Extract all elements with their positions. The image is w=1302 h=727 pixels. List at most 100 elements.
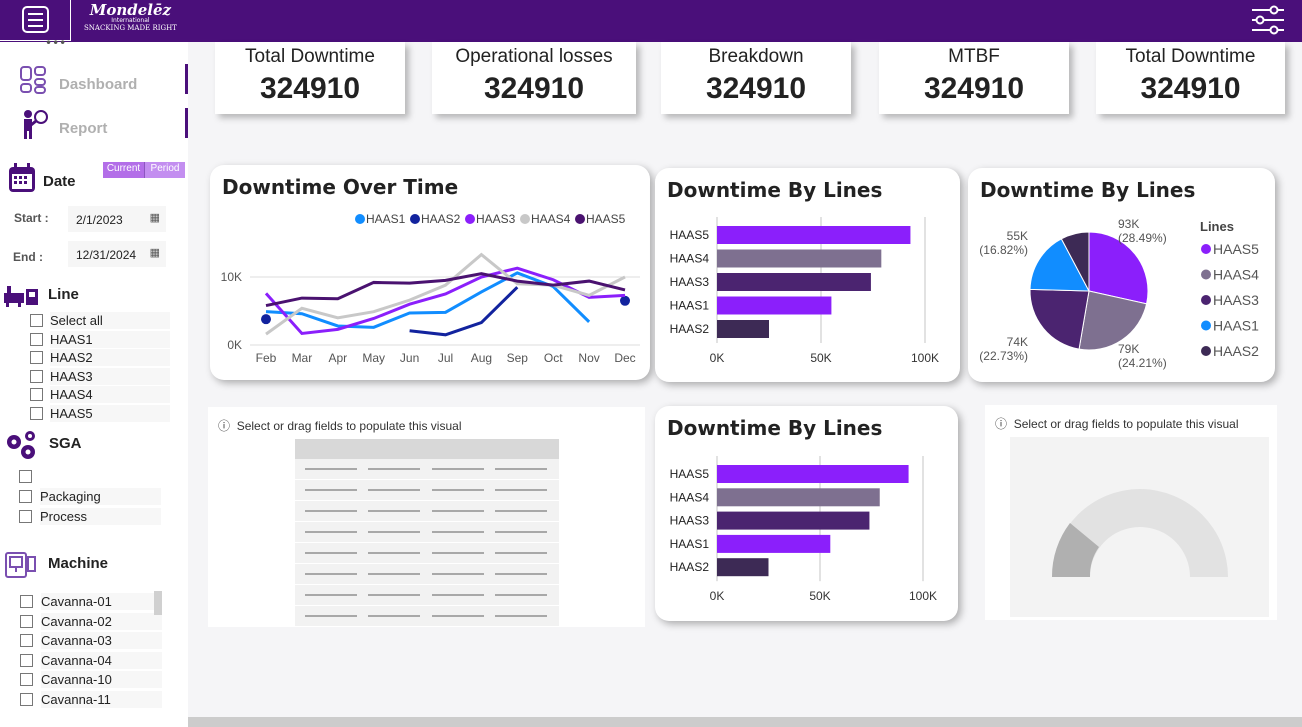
- checkbox[interactable]: [30, 388, 43, 401]
- checkbox[interactable]: [20, 673, 33, 686]
- pie-slice-HAAS5: [1088, 231, 1149, 305]
- checkbox[interactable]: [19, 490, 32, 503]
- x-tick-label: 50K: [810, 351, 831, 365]
- checkbox[interactable]: [19, 470, 32, 483]
- filter-option[interactable]: Cavanna-02: [20, 612, 162, 631]
- toggle-current[interactable]: Current: [103, 162, 145, 178]
- filter-option[interactable]: HAAS4: [30, 386, 170, 404]
- checkbox[interactable]: [20, 692, 33, 706]
- filter-option[interactable]: HAAS2: [30, 349, 170, 367]
- mondelez-logo: Mondelēz International SNACKING MADE RIGHT: [84, 1, 177, 33]
- series-line-HAAS2: [409, 286, 519, 337]
- line-filter-title: Line: [48, 286, 79, 303]
- sliders-icon[interactable]: [1250, 4, 1286, 36]
- option-label: Cavanna-01: [41, 593, 162, 610]
- legend-label: HAAS3: [476, 212, 516, 226]
- checkbox[interactable]: [20, 614, 33, 628]
- kpi-title: Operational losses: [455, 46, 613, 67]
- gauge-placeholder[interactable]: ⓘ Select or drag fields to populate this…: [985, 405, 1277, 620]
- checkbox[interactable]: [30, 406, 43, 420]
- filter-option[interactable]: Cavanna-11: [20, 690, 162, 709]
- gauge-skeleton: [1010, 437, 1269, 617]
- horizontal-scrollbar[interactable]: [188, 717, 1302, 727]
- category-label: HAAS2: [670, 322, 710, 336]
- checkbox[interactable]: [19, 510, 32, 523]
- checkbox[interactable]: [20, 653, 33, 667]
- filter-option[interactable]: HAAS3: [30, 367, 170, 386]
- nav-report[interactable]: Report: [20, 108, 188, 152]
- x-tick-label: 100K: [911, 351, 939, 365]
- top-bar: Mondelēz International SNACKING MADE RIGHT: [0, 0, 1302, 42]
- date-title: Date: [43, 173, 76, 190]
- x-tick-label: 0K: [710, 351, 725, 365]
- info-icon: ⓘ: [218, 419, 231, 433]
- chart-title: Downtime By Lines: [667, 178, 883, 202]
- slice-value-label: 93K: [1118, 217, 1139, 231]
- bar-HAAS5: [717, 226, 911, 244]
- x-tick-label: Nov: [578, 351, 599, 365]
- category-label: HAAS4: [670, 490, 710, 504]
- start-date-input[interactable]: 2/1/2023 ▦: [68, 206, 166, 232]
- nav-dashboard[interactable]: Dashboard: [20, 64, 188, 108]
- checkbox[interactable]: [30, 332, 43, 346]
- category-label: HAAS1: [670, 537, 710, 551]
- calendar-icon: [9, 163, 35, 192]
- legend-title: Lines: [1200, 219, 1234, 234]
- calendar-picker-icon[interactable]: ▦: [149, 212, 160, 224]
- checkbox[interactable]: [30, 314, 43, 327]
- filter-option[interactable]: Process: [19, 508, 161, 526]
- bar-HAAS3: [717, 273, 871, 291]
- category-label: HAAS3: [670, 275, 710, 289]
- legend-marker: [1201, 269, 1211, 280]
- filter-option[interactable]: Cavanna-04: [20, 651, 162, 670]
- filter-option[interactable]: Cavanna-10: [20, 671, 162, 689]
- checkbox[interactable]: [30, 369, 43, 383]
- x-tick-label: Aug: [471, 351, 492, 365]
- filter-option[interactable]: HAAS5: [30, 404, 170, 423]
- end-date-input[interactable]: 12/31/2024 ▦: [68, 241, 166, 267]
- filter-option[interactable]: [19, 468, 161, 486]
- x-tick-label: 50K: [809, 589, 830, 603]
- table-placeholder[interactable]: ⓘ Select or drag fields to populate this…: [208, 407, 645, 627]
- x-tick-label: 0K: [710, 589, 725, 603]
- bar-HAAS4: [717, 249, 882, 268]
- filter-option[interactable]: HAAS1: [30, 330, 170, 349]
- legend-label: HAAS1: [1213, 318, 1259, 334]
- filter-option[interactable]: Packaging: [19, 488, 161, 506]
- legend-label: HAAS2: [1213, 343, 1259, 359]
- checkbox[interactable]: [20, 634, 33, 647]
- placeholder-message: Select or drag fields to populate this v…: [236, 419, 462, 433]
- chart-title: Downtime By Lines: [667, 416, 883, 440]
- checkbox[interactable]: [30, 351, 43, 364]
- bar-HAAS2: [717, 320, 769, 338]
- legend-label: HAAS4: [531, 212, 571, 226]
- series-line-HAAS4: [265, 252, 626, 336]
- chart-title: Downtime By Lines: [980, 178, 1196, 202]
- option-label: HAAS3: [50, 367, 170, 385]
- option-label: Cavanna-02: [41, 612, 162, 630]
- machine-list-scrollbar[interactable]: [154, 591, 162, 615]
- slice-percent-label: (24.21%): [1118, 356, 1167, 370]
- category-label: HAAS4: [670, 252, 710, 266]
- toggle-period[interactable]: Period: [145, 162, 185, 178]
- filter-option[interactable]: Cavanna-03: [20, 632, 162, 650]
- skeleton-row: [295, 501, 559, 521]
- kpi-card: Breakdown 324910: [661, 42, 851, 114]
- kpi-value: 324910: [1140, 72, 1241, 105]
- more-options[interactable]: •••: [45, 36, 67, 50]
- legend-label: HAAS5: [1213, 241, 1259, 257]
- menu-button[interactable]: [0, 0, 71, 41]
- legend-label: HAAS4: [1213, 267, 1259, 283]
- bar-HAAS5: [717, 465, 909, 483]
- kpi-card: Total Downtime 324910: [1096, 42, 1285, 114]
- option-label: Cavanna-04: [41, 651, 162, 669]
- filter-option[interactable]: Select all: [30, 312, 170, 330]
- filter-option[interactable]: Cavanna-01: [20, 593, 162, 611]
- calendar-picker-icon[interactable]: ▦: [149, 247, 160, 259]
- bar-chart: 0K 50K 100K HAAS5 HAAS4 HAAS3 HAAS1 HAAS2: [670, 456, 937, 603]
- checkbox[interactable]: [20, 595, 33, 608]
- kpi-title: Total Downtime: [245, 46, 375, 67]
- start-date-value: 2/1/2023: [76, 213, 123, 227]
- legend-label: HAAS5: [586, 212, 626, 226]
- y-tick-label: 10K: [221, 270, 242, 284]
